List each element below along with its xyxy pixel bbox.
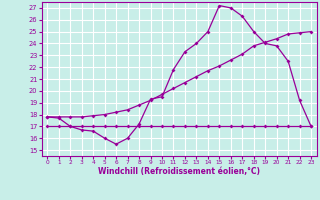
X-axis label: Windchill (Refroidissement éolien,°C): Windchill (Refroidissement éolien,°C)	[98, 167, 260, 176]
